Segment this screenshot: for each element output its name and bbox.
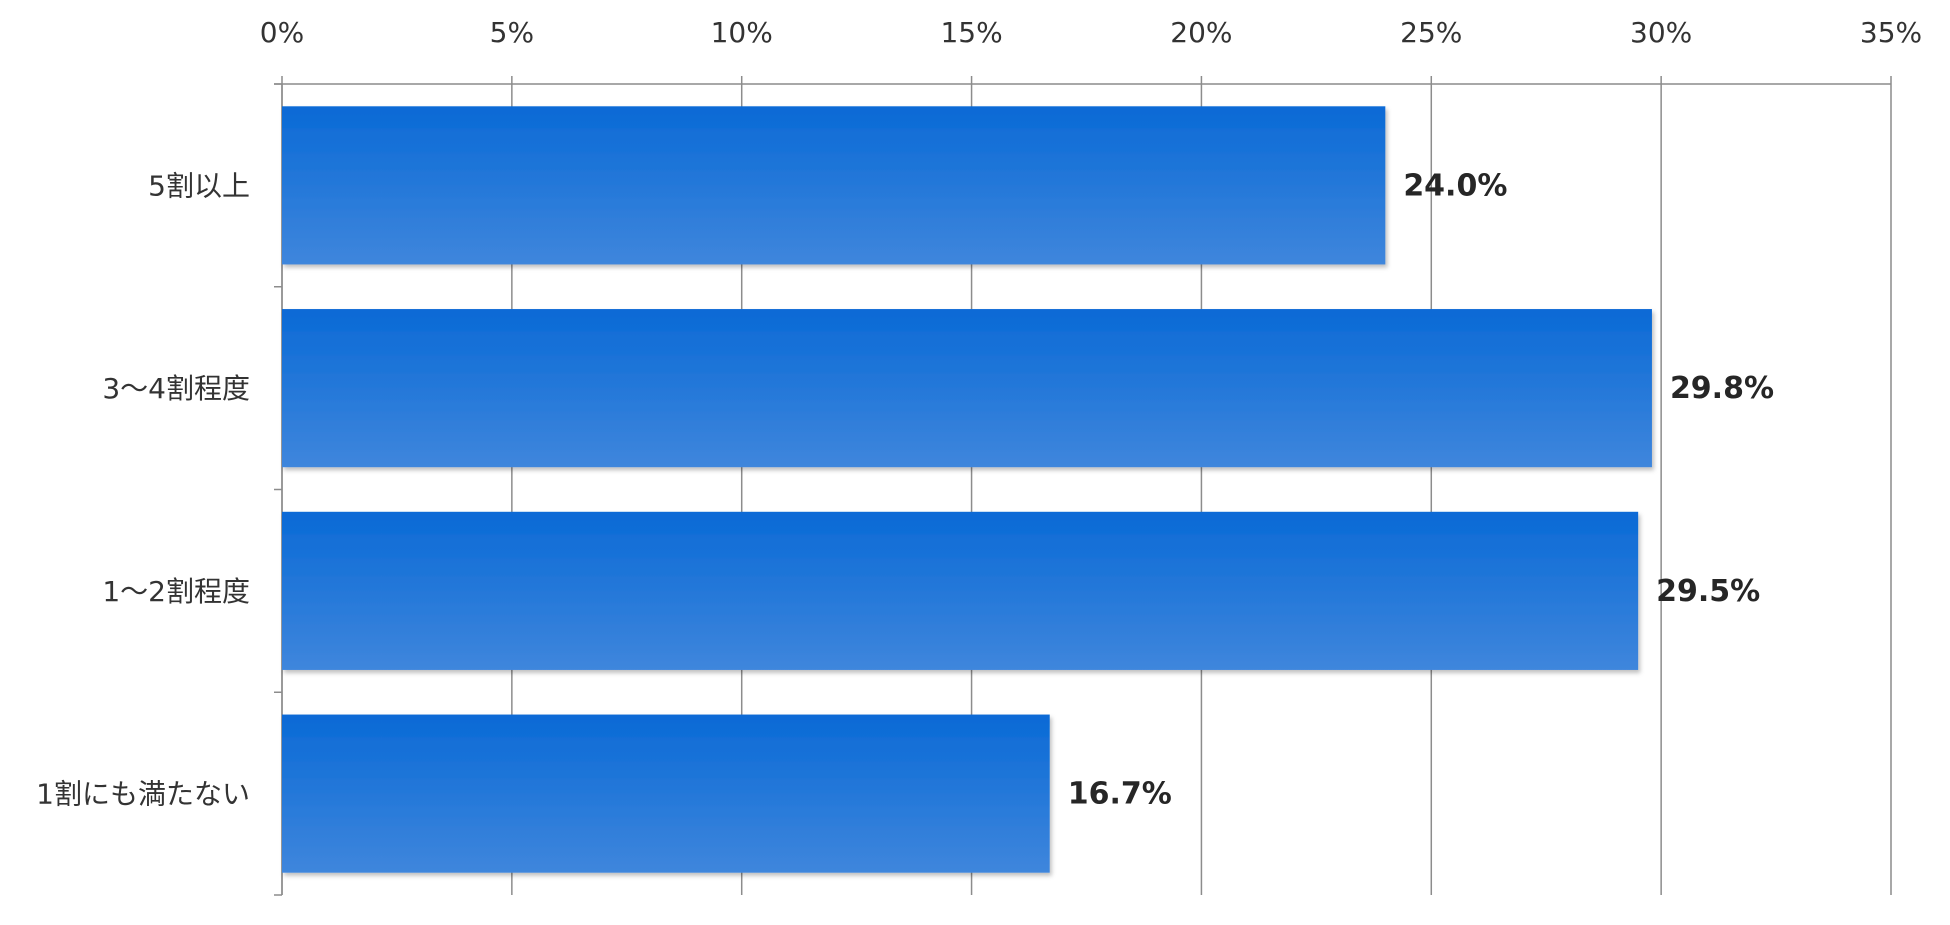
bar [282, 714, 1050, 873]
x-tick-label: 35% [1860, 16, 1922, 49]
bar [282, 511, 1639, 670]
data-label: 16.7% [1068, 777, 1172, 812]
labels: 0% 5% 10% 15% 20% 25% 30% 35% 5割以上 24.0% 3～4割程度 29.… [36, 16, 1922, 812]
x-tick-label: 15% [940, 16, 1002, 49]
x-tick-label: 0% [260, 16, 304, 49]
data-label: 24.0% [1403, 168, 1507, 203]
x-tick-label: 5% [490, 16, 534, 49]
bar [282, 106, 1386, 265]
x-tick-label: 10% [711, 16, 773, 49]
bar [282, 309, 1652, 468]
category-label: 1～2割程度 [102, 575, 250, 608]
x-tick-label: 20% [1170, 16, 1232, 49]
data-label: 29.5% [1656, 574, 1760, 609]
x-tick-label: 25% [1400, 16, 1462, 49]
category-label: 5割以上 [148, 169, 250, 202]
x-tick-label: 30% [1630, 16, 1692, 49]
data-label: 29.8% [1670, 371, 1774, 406]
category-label: 1割にも満たない [36, 778, 250, 811]
category-label: 3～4割程度 [102, 372, 250, 405]
bars [282, 106, 1652, 873]
